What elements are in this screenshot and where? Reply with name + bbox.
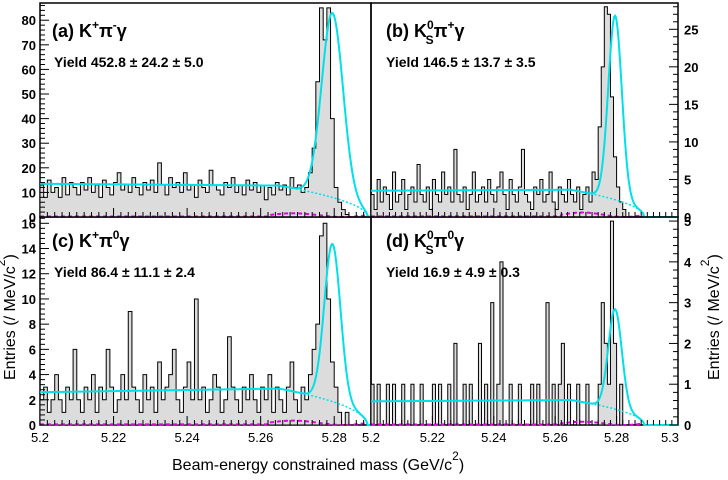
panel-c-plot: [39, 222, 371, 426]
histogram-c: [39, 222, 371, 426]
x-tick-label: 5.2: [31, 430, 49, 445]
x-tick-label: 5.26: [543, 430, 568, 445]
panel-b-plot: [370, 6, 678, 218]
panel-c-y-ticks: 0 2 4 6 8 10 12 14 16: [22, 216, 372, 433]
y-tick-label: 30: [22, 136, 36, 151]
y-tick-label: 4: [684, 255, 692, 270]
x-tick-label: 5.22: [420, 430, 445, 445]
total-fit-a: [39, 11, 372, 218]
total-fit-d: [370, 307, 678, 426]
histogram-d: [370, 220, 648, 426]
x-tick-label: 5.22: [101, 430, 126, 445]
y-tick-label: 12: [22, 267, 36, 282]
y-tick-label: 0: [29, 418, 36, 433]
x-tick-label: 5.24: [481, 430, 506, 445]
x-tick-label: 5.24: [174, 430, 199, 445]
y-tick-label: 6: [29, 342, 36, 357]
panel-b-y-ticks: 0 5 10 15 20 25: [370, 6, 698, 225]
panel-d-plot: [370, 220, 678, 426]
x-axis-title: Beam-energy constrained mass (GeV/c2): [172, 449, 464, 474]
panel-b: 0 5 10 15 20 25 (b) K0 Sπ+γ Yield 146.5 ± 13.7…: [370, 2, 698, 225]
y-tick-label: 16: [22, 216, 36, 231]
y-tick-label: 8: [29, 317, 36, 332]
y-tick-label: 40: [22, 112, 36, 127]
y-tick-label: 5: [684, 172, 691, 187]
y-tick-label: 14: [22, 242, 37, 257]
y-tick-label: 70: [22, 38, 36, 53]
panel-d-title: (d) K0 Sπ0γ: [386, 228, 464, 257]
y-tick-label: 10: [22, 185, 36, 200]
panel-b-title: (b) K0 Sπ+γ: [386, 18, 465, 47]
y-tick-label: 1: [684, 377, 691, 392]
x-tick-labels: 5.2 5.22 5.24 5.26 5.28 5.2 5.22 5.24 5.26 5.28 5.…: [31, 430, 679, 445]
y-tick-label: 10: [22, 292, 36, 307]
panel-b-yield: Yield 146.5 ± 13.7 ± 3.5: [386, 54, 536, 70]
y-tick-label: 0: [29, 210, 36, 225]
y-axis-title-right: Entries (/ MeV/c2): [698, 254, 723, 380]
y-tick-label: 25: [684, 22, 698, 37]
y-tick-label: 10: [684, 135, 698, 150]
panel-a-y-ticks: 0 10 20 30 40 50 60 70 80: [22, 4, 372, 225]
y-axis-title-left: Entries (/ MeV/c2): [0, 254, 19, 380]
y-tick-label: 0: [684, 210, 691, 225]
y-tick-label: 60: [22, 62, 36, 77]
panel-a: 0 10 20 30 40 50 60 70 80 (a) K+π-γ Yield 452.8 …: [22, 2, 372, 225]
y-tick-label: 3: [684, 296, 691, 311]
panel-a-plot: [39, 7, 372, 218]
x-tick-label: 5.2: [362, 430, 380, 445]
y-tick-label: 15: [684, 97, 698, 112]
panel-d-y-ticks: 0 1 2 3 4 5: [370, 214, 692, 433]
panel-a-title: (a) K+π-γ: [52, 18, 127, 41]
panel-c-title: (c) K+π0γ: [52, 228, 130, 251]
total-fit-c: [39, 242, 371, 426]
x-tick-label: 5.28: [322, 430, 347, 445]
y-tick-label: 20: [22, 161, 36, 176]
panel-c-yield: Yield 86.4 ± 11.1 ± 2.4: [54, 264, 195, 280]
panel-a-yield: Yield 452.8 ± 24.2 ± 5.0: [54, 54, 204, 70]
y-tick-label: 2: [684, 336, 691, 351]
y-tick-label: 50: [22, 87, 36, 102]
x-tick-label: 5.26: [248, 430, 273, 445]
y-tick-label: 20: [684, 60, 698, 75]
total-fit-b: [371, 13, 678, 218]
y-tick-label: 4: [29, 368, 37, 383]
panel-c: 0 2 4 6 8 10 12 14 16 (c) K+π0γ Yield 86.4 ± 11.…: [22, 216, 372, 433]
peaking-background-a: [40, 212, 371, 218]
y-tick-label: 80: [22, 13, 36, 28]
x-tick-label: 5.28: [604, 430, 629, 445]
y-tick-label: 0: [684, 418, 691, 433]
panel-d: 0 1 2 3 4 5 (d) K0 Sπ0γ Yield 16.9 ± 4.9 ± 0.3: [370, 214, 692, 433]
y-tick-label: 2: [29, 393, 36, 408]
y-tick-label: 5: [684, 214, 691, 229]
x-tick-label: 5.3: [661, 430, 679, 445]
panel-d-yield: Yield 16.9 ± 4.9 ± 0.3: [386, 264, 520, 280]
histogram-b: [370, 6, 648, 218]
peaking-background-d: [371, 420, 678, 426]
